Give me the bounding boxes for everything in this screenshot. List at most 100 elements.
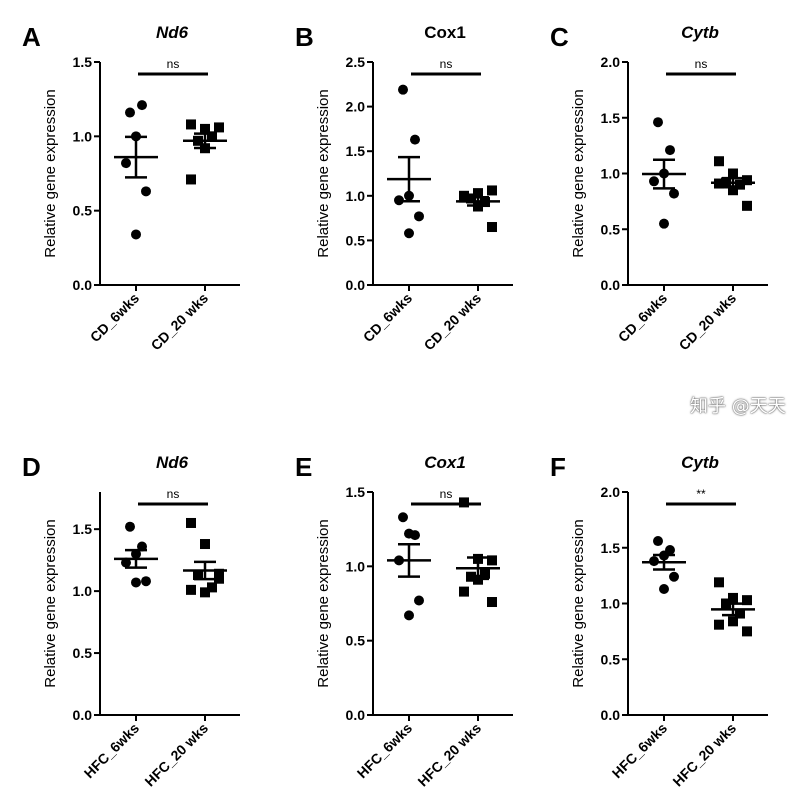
data-point: [742, 595, 752, 606]
data-point: [459, 192, 469, 203]
y-axis-label: Relative gene expression: [315, 519, 332, 687]
data-point: [137, 100, 147, 111]
data-point: [193, 570, 203, 581]
data-point: [714, 577, 724, 588]
panel-title: Cytb: [681, 453, 719, 472]
data-point: [728, 616, 738, 627]
watermark: 知乎 @天天: [690, 396, 786, 417]
y-axis-label: Relative gene expression: [315, 89, 332, 257]
data-point: [728, 168, 738, 179]
data-point: [414, 595, 424, 606]
y-tick-label: 0.5: [73, 203, 93, 219]
y-tick-label: 0.0: [346, 707, 366, 723]
data-point: [473, 188, 483, 199]
data-point: [735, 608, 745, 619]
y-axis-label: Relative gene expression: [570, 519, 587, 687]
y-axis-label: Relative gene expression: [42, 519, 59, 687]
data-point: [653, 536, 663, 547]
data-point: [186, 584, 196, 595]
data-point: [480, 568, 490, 579]
y-axis-label: Relative gene expression: [570, 89, 587, 257]
x-tick-label: HFC_20 wks: [414, 720, 484, 790]
data-point: [141, 576, 151, 587]
y-tick-label: 1.0: [73, 128, 93, 144]
y-axis-label: Relative gene expression: [42, 89, 59, 257]
y-tick-label: 2.0: [601, 54, 621, 70]
y-tick-label: 1.5: [601, 110, 621, 126]
data-point: [665, 145, 675, 156]
data-point: [669, 571, 679, 582]
panel-f: F Cytb Relative gene expression 0.0 0.5 1.0 1.…: [550, 452, 768, 789]
x-tick-label: CD_6wks: [87, 290, 142, 345]
data-point: [200, 539, 210, 550]
y-tick-label: 1.0: [73, 583, 93, 599]
y-tick-label: 1.5: [73, 521, 93, 537]
data-point: [141, 186, 151, 197]
panel-e: E Cox1 Relative gene expression 0.0 0.5 1.0 1.…: [295, 452, 513, 789]
data-point: [742, 175, 752, 186]
y-tick-label: 0.5: [601, 221, 621, 237]
data-point: [459, 497, 469, 508]
data-point: [459, 586, 469, 597]
panel-letter: E: [295, 452, 312, 482]
y-tick-label: 1.5: [601, 540, 621, 556]
x-tick-label: CD_6wks: [615, 290, 670, 345]
data-point: [404, 610, 414, 621]
y-tick-label: 0.5: [601, 651, 621, 667]
panel-a: A Nd6 Relative gene expression 0.0 0.5 1.0 1.5…: [22, 22, 240, 353]
x-tick-label: CD_20 wks: [676, 290, 740, 354]
y-tick-label: 0.5: [346, 232, 366, 248]
panel-b: B Cox1 Relative gene expression 0.0 0.5 1.0 1.…: [295, 22, 513, 353]
panel-title: Nd6: [156, 453, 189, 472]
panel-letter: C: [550, 22, 569, 52]
data-point: [404, 528, 414, 539]
y-tick-label: 1.0: [346, 558, 366, 574]
panel-letter: B: [295, 22, 314, 52]
data-point: [742, 626, 752, 637]
y-tick-label: 0.0: [346, 277, 366, 293]
data-point: [131, 577, 141, 588]
y-tick-label: 0.0: [601, 277, 621, 293]
significance-label: ns: [695, 57, 708, 71]
data-point: [214, 122, 224, 133]
data-point: [398, 512, 408, 523]
data-point: [487, 597, 497, 608]
data-point: [487, 185, 497, 196]
data-point: [398, 84, 408, 95]
data-point: [649, 176, 659, 187]
y-tick-label: 1.0: [601, 166, 621, 182]
y-tick-label: 1.5: [346, 143, 366, 159]
x-tick-label: CD_6wks: [360, 290, 415, 345]
data-point: [669, 188, 679, 199]
data-point: [742, 200, 752, 211]
y-tick-label: 1.0: [346, 188, 366, 204]
x-tick-label: CD_20 wks: [421, 290, 485, 354]
y-tick-label: 2.0: [601, 484, 621, 500]
significance-label: ns: [440, 57, 453, 71]
data-point: [200, 123, 210, 134]
significance-label: ns: [167, 57, 180, 71]
x-tick-label: CD_20 wks: [148, 290, 212, 354]
y-tick-label: 1.0: [601, 596, 621, 612]
data-point: [487, 555, 497, 566]
panel-c: C Cytb Relative gene expression 0.0 0.5 1.0 1.…: [550, 22, 768, 353]
data-point: [207, 582, 217, 593]
data-point: [186, 174, 196, 185]
data-point: [410, 134, 420, 145]
significance-label: ns: [440, 487, 453, 501]
data-point: [487, 222, 497, 233]
panel-title: Cox1: [424, 453, 466, 472]
y-tick-label: 1.5: [346, 484, 366, 500]
y-tick-label: 0.0: [601, 707, 621, 723]
panel-letter: F: [550, 452, 566, 482]
data-point: [200, 587, 210, 598]
significance-label: ns: [167, 487, 180, 501]
data-point: [131, 229, 141, 240]
panel-d: D Nd6 Relative gene expression 0.0 0.5 1.0 1.5…: [22, 452, 240, 789]
y-tick-label: 0.5: [73, 645, 93, 661]
y-tick-label: 0.5: [346, 633, 366, 649]
data-point: [414, 211, 424, 222]
x-tick-label: HFC_6wks: [354, 720, 416, 782]
data-point: [466, 571, 476, 582]
x-tick-label: HFC_20 wks: [141, 720, 211, 790]
